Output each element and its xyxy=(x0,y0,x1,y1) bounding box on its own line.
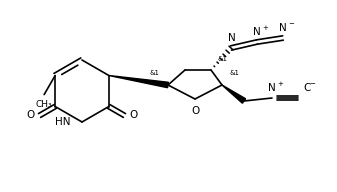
Text: N: N xyxy=(228,33,236,43)
Text: O: O xyxy=(26,111,35,121)
Text: &1: &1 xyxy=(150,70,160,76)
Text: O: O xyxy=(191,106,199,116)
Text: −: − xyxy=(309,81,315,87)
Text: HN: HN xyxy=(55,117,70,127)
Text: +: + xyxy=(277,81,283,87)
Text: CH₃: CH₃ xyxy=(36,100,53,108)
Polygon shape xyxy=(109,75,168,88)
Text: &1: &1 xyxy=(217,56,227,62)
Text: O: O xyxy=(129,111,138,121)
Text: &1: &1 xyxy=(230,70,240,76)
Text: N: N xyxy=(268,83,276,93)
Text: +: + xyxy=(262,25,268,31)
Text: N: N xyxy=(253,27,261,37)
Polygon shape xyxy=(222,85,246,103)
Text: N: N xyxy=(279,23,287,33)
Text: −: − xyxy=(288,21,294,27)
Text: C: C xyxy=(303,83,310,93)
